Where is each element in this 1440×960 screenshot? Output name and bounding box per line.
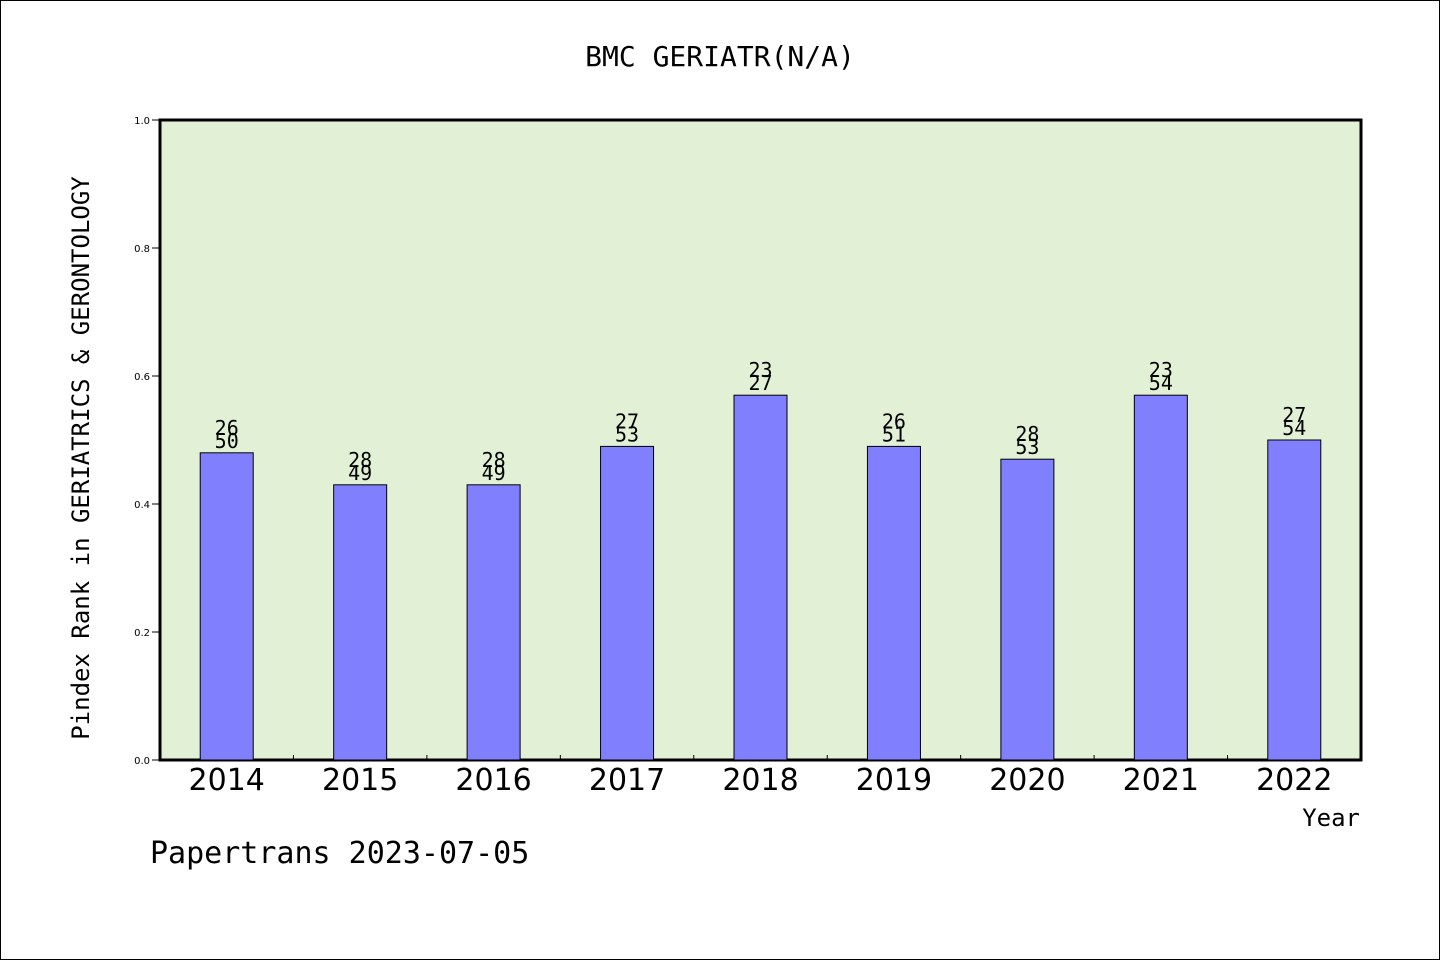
- bar-rank-label: 28: [482, 448, 506, 472]
- bar-rank-label: 23: [748, 358, 772, 382]
- bar: [466, 484, 521, 761]
- y-tick-label: 0.0: [134, 756, 150, 767]
- bar-rank-label: 27: [615, 409, 639, 433]
- y-tick-label: 1.0: [134, 116, 150, 127]
- bar-rank-label: 23: [1149, 358, 1173, 382]
- bar: [600, 445, 655, 761]
- x-tick-label: 2015: [322, 763, 398, 798]
- x-tick-label: 2018: [722, 763, 798, 798]
- bar-total-label: 49: [482, 461, 506, 485]
- bar-total-label: 53: [1015, 435, 1039, 459]
- y-tick-label: 0.6: [134, 372, 150, 383]
- bar-rank-label: 28: [1015, 422, 1039, 446]
- y-axis-label: Pindex Rank in GERIATRICS & GERONTOLOGY: [67, 176, 95, 740]
- y-tick-label: 0.2: [134, 628, 150, 639]
- x-tick-label: 2017: [589, 763, 665, 798]
- bar-rank-label: 28: [348, 448, 372, 472]
- bar: [866, 445, 921, 761]
- bar-total-label: 53: [615, 422, 639, 446]
- bar: [199, 452, 254, 761]
- footer-credit: Papertrans 2023-07-05: [150, 836, 529, 871]
- bar-total-label: 54: [1282, 416, 1306, 440]
- bar: [1267, 439, 1322, 761]
- bar-total-label: 51: [882, 422, 906, 446]
- y-axis-ticks: 0.0 0.2 0.4 0.6 0.8 1.0: [134, 116, 160, 767]
- bar: [1133, 394, 1188, 761]
- bar-total-label: 50: [215, 429, 239, 453]
- x-tick-label: 2020: [989, 763, 1065, 798]
- y-tick-label: 0.4: [134, 500, 150, 511]
- chart-title: BMC GERIATR(N/A): [585, 40, 855, 73]
- x-tick-label: 2019: [856, 763, 932, 798]
- bar-rank-label: 26: [882, 409, 906, 433]
- bar-total-label: 54: [1149, 371, 1173, 395]
- x-tick-label: 2022: [1256, 763, 1332, 798]
- bar-rank-label: 27: [1282, 403, 1306, 427]
- bar-rank-label: 26: [215, 416, 239, 440]
- bar-total-label: 49: [348, 461, 372, 485]
- x-tick-label: 2014: [189, 763, 265, 798]
- bar: [733, 394, 788, 761]
- x-tick-label: 2016: [455, 763, 531, 798]
- y-tick-label: 0.8: [134, 244, 150, 255]
- x-tick-label: 2021: [1123, 763, 1199, 798]
- bar: [1000, 458, 1055, 761]
- bar-total-label: 27: [748, 371, 772, 395]
- x-axis-label: Year: [1302, 804, 1360, 832]
- bar: [333, 484, 388, 761]
- x-axis-ticks: 2014 2015 2016 2017 2018 2019 2020 2021 2022: [189, 755, 1332, 798]
